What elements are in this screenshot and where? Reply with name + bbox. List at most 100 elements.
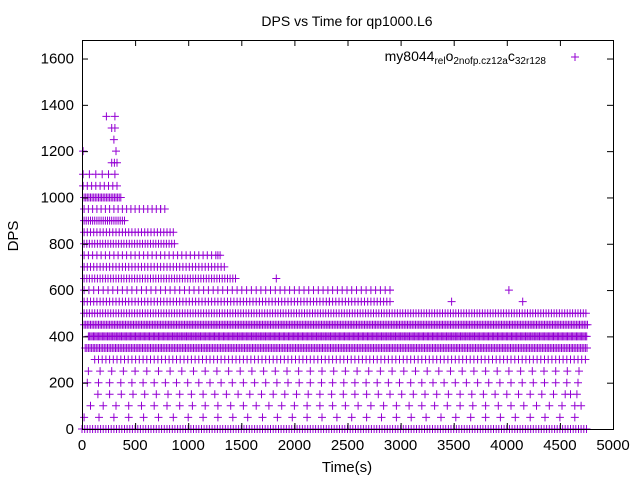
data-point bbox=[142, 367, 151, 376]
data-point bbox=[545, 401, 554, 410]
data-point bbox=[392, 413, 401, 422]
data-point bbox=[570, 413, 579, 422]
data-point bbox=[294, 367, 303, 376]
data-point bbox=[429, 378, 437, 387]
data-point bbox=[154, 413, 163, 422]
data-point bbox=[306, 378, 315, 387]
data-point bbox=[116, 378, 125, 387]
plot-area bbox=[78, 40, 614, 433]
data-point bbox=[277, 401, 286, 410]
data-point bbox=[341, 367, 350, 376]
data-point bbox=[231, 274, 240, 283]
data-point bbox=[140, 390, 149, 399]
data-point bbox=[417, 378, 426, 387]
data-point bbox=[577, 401, 586, 410]
data-point bbox=[507, 378, 515, 387]
data-point bbox=[96, 367, 105, 376]
data-point bbox=[261, 378, 270, 387]
data-point bbox=[234, 390, 243, 399]
data-point bbox=[432, 390, 441, 399]
data-point bbox=[243, 413, 252, 422]
data-point bbox=[315, 401, 324, 410]
data-point bbox=[532, 401, 541, 410]
data-point bbox=[469, 367, 478, 376]
data-point bbox=[339, 378, 348, 387]
data-point bbox=[188, 401, 197, 410]
data-point bbox=[112, 401, 120, 410]
data-point bbox=[283, 367, 291, 376]
data-point bbox=[201, 401, 210, 410]
data-point bbox=[446, 367, 455, 376]
data-point bbox=[409, 390, 418, 399]
data-point bbox=[325, 297, 334, 306]
data-point bbox=[583, 344, 591, 352]
data-point bbox=[206, 378, 214, 387]
data-point bbox=[94, 378, 103, 387]
data-point bbox=[247, 367, 256, 376]
data-point bbox=[156, 205, 165, 213]
data-point bbox=[93, 390, 102, 399]
data-point bbox=[318, 367, 326, 376]
data-point bbox=[116, 193, 125, 202]
data-point bbox=[269, 390, 278, 399]
data-points bbox=[78, 112, 592, 433]
data-point bbox=[422, 413, 431, 422]
data-point bbox=[462, 378, 471, 387]
data-point bbox=[213, 413, 222, 422]
data-point bbox=[473, 378, 482, 387]
data-point bbox=[451, 378, 460, 387]
data-point bbox=[184, 413, 193, 422]
data-point bbox=[502, 390, 511, 399]
data-point bbox=[199, 413, 208, 422]
data-point bbox=[468, 401, 477, 410]
data-point bbox=[575, 367, 583, 376]
data-point bbox=[541, 413, 549, 422]
data-point bbox=[295, 378, 304, 387]
data-point bbox=[364, 367, 373, 376]
data-point bbox=[169, 228, 178, 237]
data-point bbox=[526, 413, 535, 422]
data-point bbox=[110, 170, 119, 179]
data-point bbox=[507, 401, 515, 410]
data-point bbox=[479, 390, 488, 399]
data-point bbox=[514, 390, 523, 399]
data-point bbox=[504, 286, 513, 295]
data-point bbox=[222, 390, 231, 399]
data-point bbox=[119, 367, 128, 376]
data-point bbox=[259, 367, 268, 376]
data-point bbox=[582, 332, 591, 341]
data-point bbox=[120, 216, 129, 225]
data-point bbox=[540, 378, 549, 387]
x-tick-label: 500 bbox=[123, 437, 148, 454]
y-tick-label: 800 bbox=[49, 236, 74, 253]
data-point bbox=[540, 367, 548, 376]
x-axis-title: Time(s) bbox=[322, 459, 372, 476]
data-point bbox=[201, 367, 210, 376]
data-point bbox=[304, 390, 313, 399]
data-point bbox=[105, 390, 114, 399]
data-point bbox=[161, 378, 170, 387]
data-point bbox=[347, 413, 356, 422]
data-point bbox=[388, 367, 397, 376]
data-point bbox=[213, 401, 222, 410]
data-point bbox=[456, 401, 465, 410]
x-tick-label: 2000 bbox=[278, 437, 311, 454]
data-point bbox=[558, 401, 566, 410]
data-point bbox=[187, 390, 196, 399]
data-point bbox=[328, 378, 337, 387]
data-point bbox=[386, 286, 394, 295]
data-point bbox=[562, 378, 571, 387]
data-point bbox=[127, 378, 136, 387]
data-point bbox=[150, 378, 159, 387]
data-point bbox=[212, 367, 221, 376]
legend-plus-marker bbox=[571, 53, 579, 61]
data-point bbox=[574, 378, 582, 387]
data-point bbox=[329, 367, 338, 376]
data-point bbox=[131, 367, 140, 376]
y-tick-label: 1400 bbox=[41, 97, 74, 114]
data-point bbox=[551, 367, 560, 376]
data-point bbox=[163, 401, 171, 410]
data-point bbox=[99, 401, 108, 410]
x-tick-label: 2500 bbox=[331, 437, 364, 454]
data-point bbox=[551, 378, 560, 387]
